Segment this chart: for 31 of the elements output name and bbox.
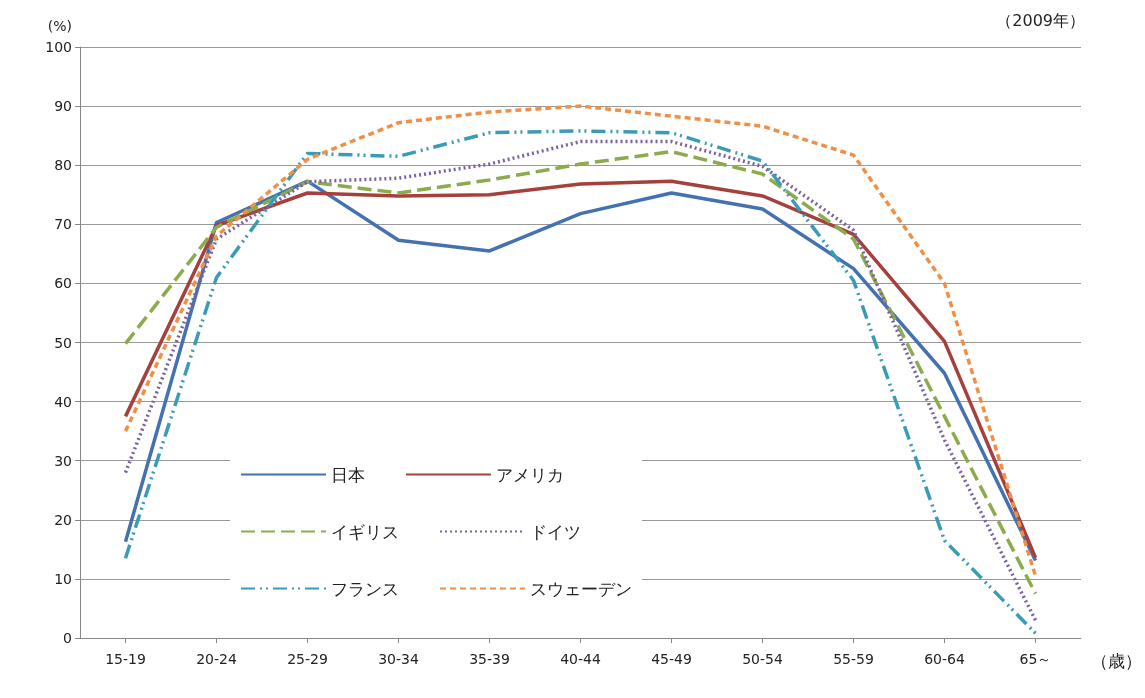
legend-label: アメリカ [496,464,564,485]
y-axis-title: (%) [47,18,72,34]
y-tick-label: 100 [45,39,72,55]
y-tick-label: 80 [54,157,72,174]
y-tick-label: 70 [54,216,72,233]
y-tick-label: 50 [54,334,72,351]
y-tick-label: 10 [54,570,72,587]
y-tick-label: 20 [54,511,72,528]
legend-label: イギリス [331,521,399,542]
x-tick-label: 15-19 [105,651,146,667]
x-tick-label: 50-54 [742,651,783,667]
x-tick-label: 20-24 [196,651,237,667]
x-tick-label: 65～ [1019,651,1052,667]
y-tick-label: 90 [54,98,72,115]
x-axis-title: （歳） [1091,650,1142,671]
y-tick-label: 40 [54,393,72,410]
x-tick-label: 55-59 [833,651,874,667]
x-tick-label: 45-49 [651,651,692,667]
legend-label: ドイツ [530,521,581,542]
y-tick-label: 0 [63,630,72,646]
x-tick-label: 35-39 [469,651,510,667]
x-tick-label: 40-44 [560,651,601,667]
x-tick-label: 25-29 [287,651,328,667]
legend-label: 日本 [331,464,365,485]
x-tick-label: 30-34 [378,651,419,667]
legend-label: スウェーデン [530,578,632,599]
y-tick-label: 60 [54,275,72,292]
legend-label: フランス [331,578,399,599]
text: （2009年） [996,10,1085,30]
y-tick-label: 30 [54,452,72,469]
x-tick-label: 60-64 [924,651,965,667]
